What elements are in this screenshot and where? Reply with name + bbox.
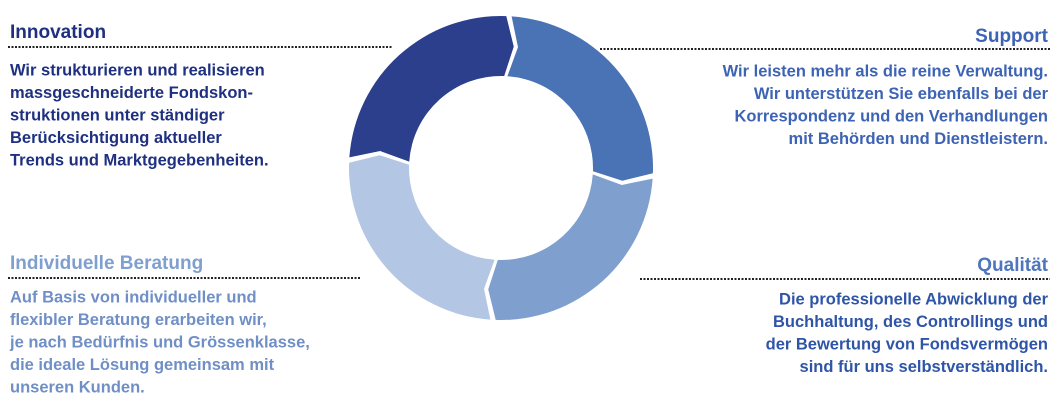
ring-segment [349, 155, 495, 320]
section-text: Wir leisten mehr als die reine Verwaltun… [723, 62, 1048, 80]
section-title: Qualität [977, 255, 1048, 276]
section-text: mit Behörden und Dienstleistern. [789, 130, 1048, 148]
section-title: Innovation [10, 22, 106, 43]
section-text: je nach Bedürfnis und Grössenklasse, [9, 333, 310, 351]
section-text: unseren Kunden. [10, 378, 145, 396]
section-text: Die professionelle Abwicklung der [779, 290, 1049, 308]
section-title: Individuelle Beratung [10, 253, 203, 274]
section-text: struktionen unter ständiger [10, 106, 225, 124]
section-text: Trends und Marktgegebenheiten. [10, 151, 269, 169]
section-text: Wir unterstützen Sie ebenfalls bei der [754, 85, 1049, 103]
section-text: massgeschneiderte Fondskon- [10, 84, 253, 102]
section-text: Korrespondenz und den Verhandlungen [734, 107, 1048, 125]
ring-segment [507, 16, 653, 181]
section-text: Auf Basis von individueller und [10, 288, 257, 306]
section-text: die ideale Lösung gemeinsam mit [10, 356, 275, 374]
section-text: flexibler Beratung erarbeiten wir, [10, 311, 267, 329]
section-text: sind für uns selbstverständlich. [800, 358, 1048, 376]
section-text: Buchhaltung, des Controllings und [773, 313, 1048, 331]
section-text: Wir strukturieren und realisieren [10, 61, 265, 79]
section-text: Berücksichtigung aktueller [10, 129, 222, 147]
ring-segment [349, 16, 514, 162]
section-title: Support [975, 26, 1048, 47]
section-text: der Bewertung von Fondsvermögen [766, 335, 1048, 353]
cycle-ring [349, 16, 653, 320]
ring-segment [488, 174, 653, 320]
